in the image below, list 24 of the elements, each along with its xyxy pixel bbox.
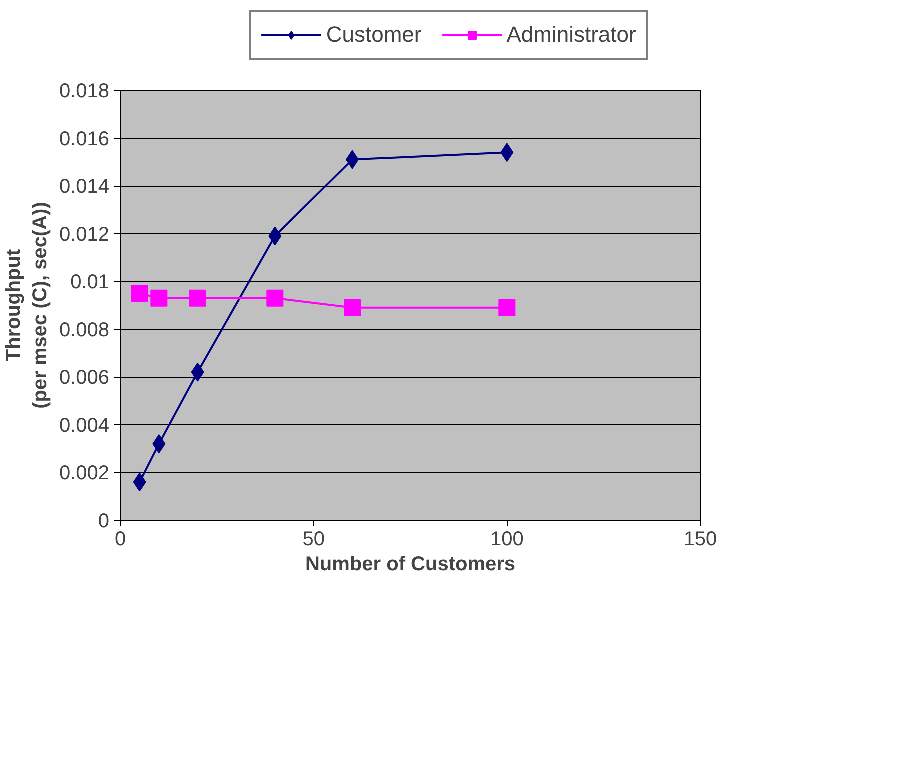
y-tick-label: 0.008 — [59, 319, 110, 342]
y-tick-label: 0.014 — [59, 176, 110, 198]
point — [266, 290, 284, 307]
x-tick-label: 150 — [684, 528, 718, 550]
x-tick-label: 0 — [114, 528, 126, 550]
y-tick-label: 0.004 — [59, 414, 110, 437]
point — [189, 290, 206, 307]
x-axis-title: Number of Customers — [305, 554, 516, 576]
x-tick-label: 50 — [302, 528, 325, 550]
y-tick-label: 0.018 — [59, 80, 110, 102]
y-tick-label: 0.01 — [70, 272, 110, 294]
point — [150, 290, 168, 307]
point — [498, 299, 516, 316]
y-tick-label: 0.016 — [59, 128, 110, 150]
y-tick-label: 0.006 — [59, 367, 110, 390]
point — [131, 285, 148, 302]
y-axis-title: Throughput (per msec (C), sec(A)) — [3, 202, 52, 409]
y-tick-label: 0.002 — [59, 462, 110, 485]
point — [344, 299, 361, 316]
y-tick-label: 0.012 — [59, 224, 110, 246]
x-tick-label: 100 — [490, 528, 524, 550]
legend-label: Customer — [326, 22, 422, 48]
y-tick-label: 0 — [98, 510, 110, 532]
legend-label: Administrator — [506, 22, 636, 48]
